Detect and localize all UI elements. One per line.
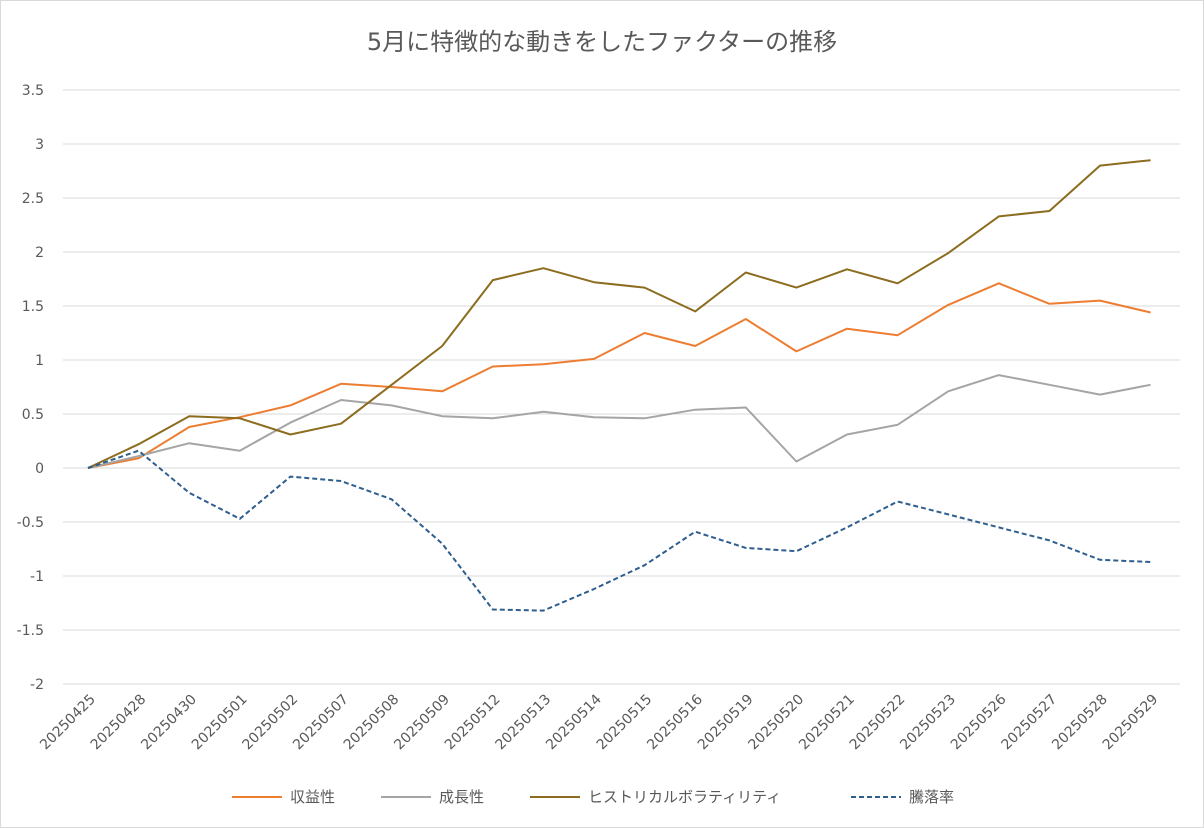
y-tick-label: -2 [30,677,44,693]
y-tick-label: 0 [35,461,44,477]
y-tick-label: -0.5 [17,515,44,531]
y-tick-label: 3.5 [22,83,44,99]
chart-title: 5月に特徴的な動きをしたファクターの推移 [367,28,837,56]
y-tick-label: 3 [35,137,44,153]
series-lines [87,159,1151,612]
series-line-4 [87,449,1151,612]
y-tick-label: -1 [30,569,44,585]
series-line-3 [87,159,1151,469]
legend-label: 成長性 [439,788,484,806]
y-tick-label: 2 [35,245,44,261]
y-tick-label: 0.5 [22,407,44,423]
legend: 収益性 成長性 ヒストリカルボラティリティ 騰落率 [232,788,954,806]
x-tick-label: 20250529 [1100,692,1162,754]
legend-label: 騰落率 [909,788,954,806]
legend-label: 収益性 [290,788,335,806]
y-tick-label: 2.5 [22,191,44,207]
legend-label: ヒストリカルボラティリティ [588,788,781,806]
y-tick-label: 1.5 [22,299,44,315]
series-line-1 [87,282,1151,469]
series-line-2 [87,374,1151,469]
gridlines [63,89,1180,685]
y-axis-tick-labels: 3.5 3 2.5 2 1.5 1 0.5 0 -0.5 -1 -1.5 -2 [17,83,44,693]
y-tick-label: 1 [35,353,44,369]
y-tick-label: -1.5 [17,623,44,639]
x-axis-tick-labels: 2025042520250428202504302025050120250502… [37,691,1161,753]
